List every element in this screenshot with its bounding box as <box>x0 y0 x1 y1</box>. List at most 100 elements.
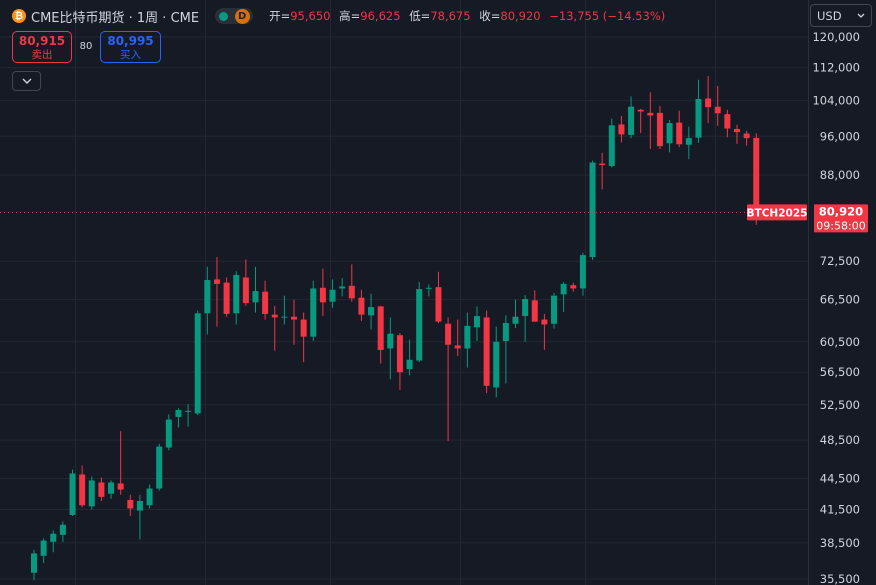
candle <box>406 339 413 376</box>
high-label: 高= <box>339 9 361 23</box>
candle <box>599 152 606 190</box>
candle-body <box>271 314 278 318</box>
candle <box>262 280 269 320</box>
price-tick-label: 66,500 <box>820 293 860 307</box>
candle <box>685 126 692 160</box>
candle-body <box>570 285 577 289</box>
candle-body <box>445 323 452 345</box>
candle <box>589 160 596 261</box>
candle-body <box>618 124 625 135</box>
candle-body <box>377 306 384 350</box>
open-label: 开= <box>269 9 291 23</box>
candle-body <box>647 112 654 116</box>
sell-button[interactable]: 80,915 卖出 <box>12 31 72 63</box>
candle <box>348 264 355 302</box>
candle <box>695 79 702 143</box>
price-tick-label: 41,500 <box>820 503 860 517</box>
candle-body <box>628 106 635 135</box>
symbol-title[interactable]: CME比特币期货 · 1周 · CME <box>31 10 200 26</box>
buy-button[interactable]: 80,995 买入 <box>100 31 161 63</box>
candle <box>377 305 384 364</box>
candle-body <box>300 319 307 337</box>
candle <box>156 443 163 491</box>
candle-body <box>204 280 211 314</box>
candle-body <box>59 524 66 535</box>
indicator-d-badge[interactable]: D <box>234 8 250 24</box>
candle <box>647 92 654 149</box>
currency-label: USD <box>817 8 842 23</box>
candle <box>194 310 201 416</box>
candle-body <box>69 473 76 515</box>
price-tick-label: 56,500 <box>820 365 860 379</box>
chevron-down-icon <box>22 78 31 84</box>
candle-body <box>31 553 37 573</box>
candle-body <box>743 133 750 139</box>
candle-body <box>98 482 105 497</box>
buy-label: 买入 <box>120 49 141 61</box>
candle-body <box>685 138 692 145</box>
price-tick-label: 88,000 <box>820 168 860 182</box>
candle <box>127 494 134 516</box>
candle <box>339 278 346 297</box>
candle-body <box>541 319 548 325</box>
candle-body <box>493 341 500 388</box>
candle <box>59 521 66 542</box>
collapse-button[interactable] <box>12 71 41 91</box>
price-tick-label: 120,000 <box>812 30 860 44</box>
spread-value: 80 <box>79 41 93 52</box>
symbol-tag: BTCH2025 <box>747 204 808 221</box>
candle-body <box>291 316 298 320</box>
candle <box>223 277 230 317</box>
candle <box>88 476 95 510</box>
candle <box>387 317 394 380</box>
candle-body <box>454 345 461 349</box>
candle <box>551 293 558 329</box>
candle-body <box>146 488 153 506</box>
candle <box>146 484 153 509</box>
candle-body <box>50 533 57 542</box>
candle <box>281 295 288 325</box>
candle-body <box>637 109 644 112</box>
candle <box>271 305 278 351</box>
candle-body <box>175 409 182 417</box>
candle-body <box>483 317 490 386</box>
candle <box>676 110 683 148</box>
candle-body <box>396 335 403 373</box>
price-tick-label: 72,500 <box>820 254 860 268</box>
candle-body <box>194 313 201 414</box>
plot-area[interactable] <box>0 0 808 585</box>
indicator-pill[interactable]: D <box>215 8 254 24</box>
currency-select[interactable]: USD <box>810 4 872 27</box>
high-value: 96,625 <box>360 9 401 23</box>
candle <box>117 431 124 495</box>
candle-body <box>368 307 375 316</box>
low-label: 低= <box>409 9 431 23</box>
candle-body <box>695 98 702 138</box>
sell-price: 80,915 <box>18 34 66 48</box>
candle <box>175 408 182 428</box>
candle <box>705 76 712 124</box>
symbol-tag-text: BTCH2025 <box>747 207 808 219</box>
price-tick-label: 96,000 <box>820 129 860 143</box>
candle-body <box>531 300 538 322</box>
candle <box>502 315 509 384</box>
candle <box>310 280 317 342</box>
candle <box>733 124 740 144</box>
close-label: 收= <box>479 9 501 23</box>
candle <box>483 310 490 394</box>
price-tick-label: 52,500 <box>820 398 860 412</box>
live-dot-icon <box>218 11 228 21</box>
last-price-label: 80,920 <box>819 204 863 218</box>
candle <box>50 530 57 553</box>
candle <box>560 281 567 312</box>
candle <box>204 266 211 335</box>
candle-body <box>319 287 326 303</box>
candle <box>31 549 37 581</box>
candle-body <box>522 299 529 317</box>
candle <box>136 494 143 540</box>
candle <box>579 252 586 296</box>
candle-body <box>387 333 394 349</box>
candle-body <box>117 483 124 490</box>
candle <box>656 105 663 149</box>
